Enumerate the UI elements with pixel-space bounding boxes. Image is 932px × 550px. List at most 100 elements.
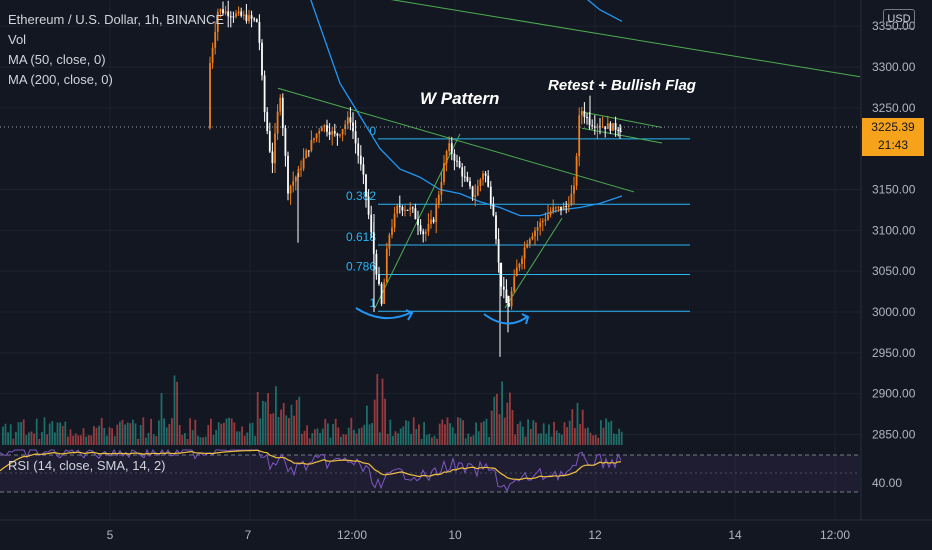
fib-level-label: 0.786 (346, 259, 376, 273)
volume-bar (100, 418, 103, 445)
candle-body (401, 207, 404, 211)
candle-body (414, 208, 417, 220)
volume-bar (613, 433, 615, 445)
volume-bar (454, 433, 457, 445)
volume-bar (532, 420, 535, 445)
candle-body (266, 112, 269, 132)
volume-bar (475, 422, 477, 445)
candle-body (554, 207, 557, 209)
volume-bar (132, 419, 134, 445)
volume-bar (446, 417, 449, 445)
volume-bar (384, 398, 386, 445)
volume-bar (4, 423, 7, 445)
volume-bar (165, 427, 168, 445)
volume-bar (332, 424, 334, 445)
candle-body (471, 186, 474, 197)
candle-body (614, 123, 617, 130)
bar-countdown: 21:43 (877, 138, 909, 152)
candle-body (331, 131, 334, 135)
volume-bar (610, 420, 613, 445)
time-axis[interactable]: 5 7 12:00 10 12 14 12:00 (0, 519, 932, 542)
volume-bar (561, 434, 563, 445)
volume-bar (311, 433, 314, 445)
volume-bar (457, 417, 459, 445)
ma50-indicator-label[interactable]: MA (50, close, 0) (8, 52, 106, 67)
symbol-title[interactable]: Ethereum / U.S. Dollar, 1h, BINANCE (8, 12, 225, 27)
volume-bar (199, 437, 202, 445)
volume-bar (61, 425, 64, 445)
volume-bar (602, 427, 605, 445)
volume-bar (368, 424, 371, 445)
volume-bar (519, 421, 522, 445)
volume-bar (462, 420, 464, 445)
volume-bar (215, 429, 217, 445)
volume-bar (358, 428, 360, 445)
volume-bar (191, 430, 194, 445)
candle-body (365, 174, 367, 197)
candle-body (557, 206, 560, 208)
price-axis[interactable]: 3350.00 3300.00 3250.00 3150.00 3100.00 3050.… (860, 0, 916, 520)
volume-bar (397, 433, 399, 445)
volume-bar (516, 424, 519, 445)
volume-bar (243, 435, 246, 445)
volume-bar (74, 433, 77, 445)
bottom-arc-left-arrow (405, 309, 414, 321)
volume-bar (173, 375, 176, 445)
volume-bar (529, 428, 532, 445)
volume-bar (43, 417, 46, 445)
volume-bars (2, 374, 623, 445)
candle-body (216, 11, 219, 32)
volume-bar (25, 435, 28, 445)
volume-bar (48, 423, 51, 445)
ma200-indicator-label[interactable]: MA (200, close, 0) (8, 72, 113, 87)
volume-bar (477, 431, 480, 445)
candle-body (515, 267, 518, 277)
volume-bar (373, 399, 376, 445)
price-tick-label: 3000.00 (872, 305, 916, 319)
rsi-indicator-label[interactable]: RSI (14, close, SMA, 14, 2) (8, 458, 166, 473)
volume-bar (592, 435, 594, 445)
volume-bar (405, 420, 407, 445)
volume-bar (324, 418, 327, 445)
volume-bar (363, 424, 366, 445)
volume-bar (381, 378, 384, 445)
candle-body (552, 207, 555, 212)
volume-bar (90, 435, 93, 445)
trendline (581, 127, 663, 144)
candle-body (419, 225, 422, 232)
volume-bar (503, 417, 506, 445)
volume-bar (228, 417, 230, 445)
volume-bar (17, 422, 20, 445)
candle-body (393, 213, 396, 228)
volume-bar (620, 431, 623, 445)
candle-body (593, 126, 596, 128)
price-tick-label: 3150.00 (872, 183, 916, 197)
fib-level-label: 0.382 (346, 189, 376, 203)
volume-bar (41, 432, 43, 445)
candle-body (502, 286, 505, 290)
volume-bar (340, 436, 342, 445)
volume-bar (436, 438, 438, 445)
currency-badge[interactable]: USD (883, 9, 915, 29)
volume-bar (67, 436, 69, 445)
candle-body (248, 15, 250, 21)
volume-bar (80, 435, 82, 445)
volume-bar (438, 423, 441, 445)
price-tick-label: 2900.00 (872, 387, 916, 401)
vol-indicator-label[interactable]: Vol (8, 32, 27, 47)
trendline (277, 87, 635, 193)
volume-bar (69, 429, 72, 445)
price-tick-label: 2950.00 (872, 346, 916, 360)
volume-bar (509, 392, 511, 445)
price-tick-label: 3100.00 (872, 223, 916, 237)
candle-body (229, 16, 232, 18)
candle-body (328, 131, 331, 135)
volume-bar (563, 422, 566, 445)
volume-bar (233, 422, 236, 445)
volume-bar (280, 409, 282, 445)
candle-body (417, 219, 419, 226)
volume-bar (360, 427, 363, 445)
candle-body (263, 75, 266, 113)
